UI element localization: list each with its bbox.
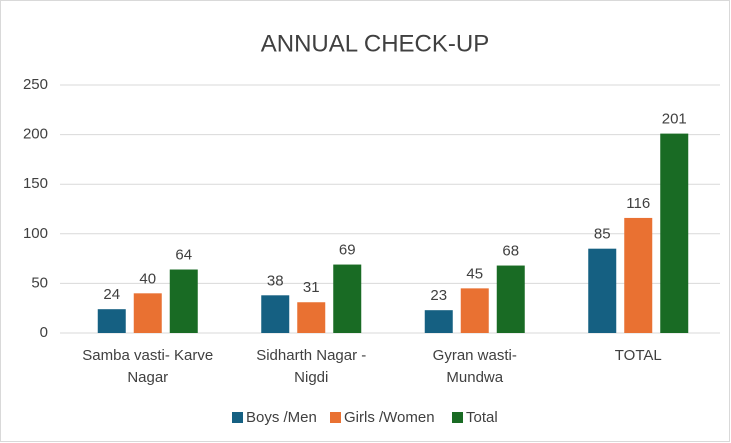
legend-label: Girls /Women — [344, 409, 435, 426]
x-tick-label: Samba vasti- Karve Nagar — [82, 347, 213, 386]
legend-swatch — [452, 412, 463, 423]
y-tick-label: 200 — [23, 126, 48, 143]
data-label: 69 — [339, 242, 356, 259]
data-label: 68 — [502, 243, 519, 260]
y-tick-label: 250 — [23, 76, 48, 93]
bar — [97, 309, 126, 333]
y-tick-label: 50 — [31, 274, 48, 291]
bar — [169, 269, 198, 333]
bar — [496, 265, 525, 333]
bar — [588, 248, 617, 333]
x-tick-label: Sidharth Nagar -Nigdi — [256, 347, 366, 386]
bar — [261, 295, 290, 333]
data-label: 116 — [626, 195, 650, 212]
data-label: 38 — [267, 272, 284, 289]
data-label: 85 — [594, 226, 611, 243]
y-tick-label: 0 — [40, 324, 48, 341]
legend-swatch — [330, 412, 341, 423]
y-tick-label: 100 — [23, 225, 48, 242]
legend-swatch — [232, 412, 243, 423]
y-tick-label: 150 — [23, 175, 48, 192]
bar — [333, 264, 362, 333]
data-label: 24 — [103, 286, 120, 303]
data-label: 201 — [662, 111, 687, 128]
data-label: 31 — [303, 279, 320, 296]
data-label: 45 — [466, 265, 483, 282]
bar — [133, 293, 162, 333]
legend-label: Boys /Men — [246, 409, 317, 426]
chart-title: ANNUAL CHECK-UP — [261, 30, 489, 57]
data-label: 64 — [175, 246, 192, 263]
data-label: 40 — [139, 270, 156, 287]
data-label: 23 — [430, 287, 447, 304]
x-tick-label: TOTAL — [615, 347, 662, 364]
legend-label: Total — [466, 409, 498, 426]
x-tick-label: Gyran wasti-Mundwa — [433, 347, 517, 386]
bar — [460, 288, 489, 333]
bar — [424, 310, 453, 333]
bar — [297, 302, 326, 333]
bar — [660, 133, 689, 333]
bar — [624, 217, 653, 333]
